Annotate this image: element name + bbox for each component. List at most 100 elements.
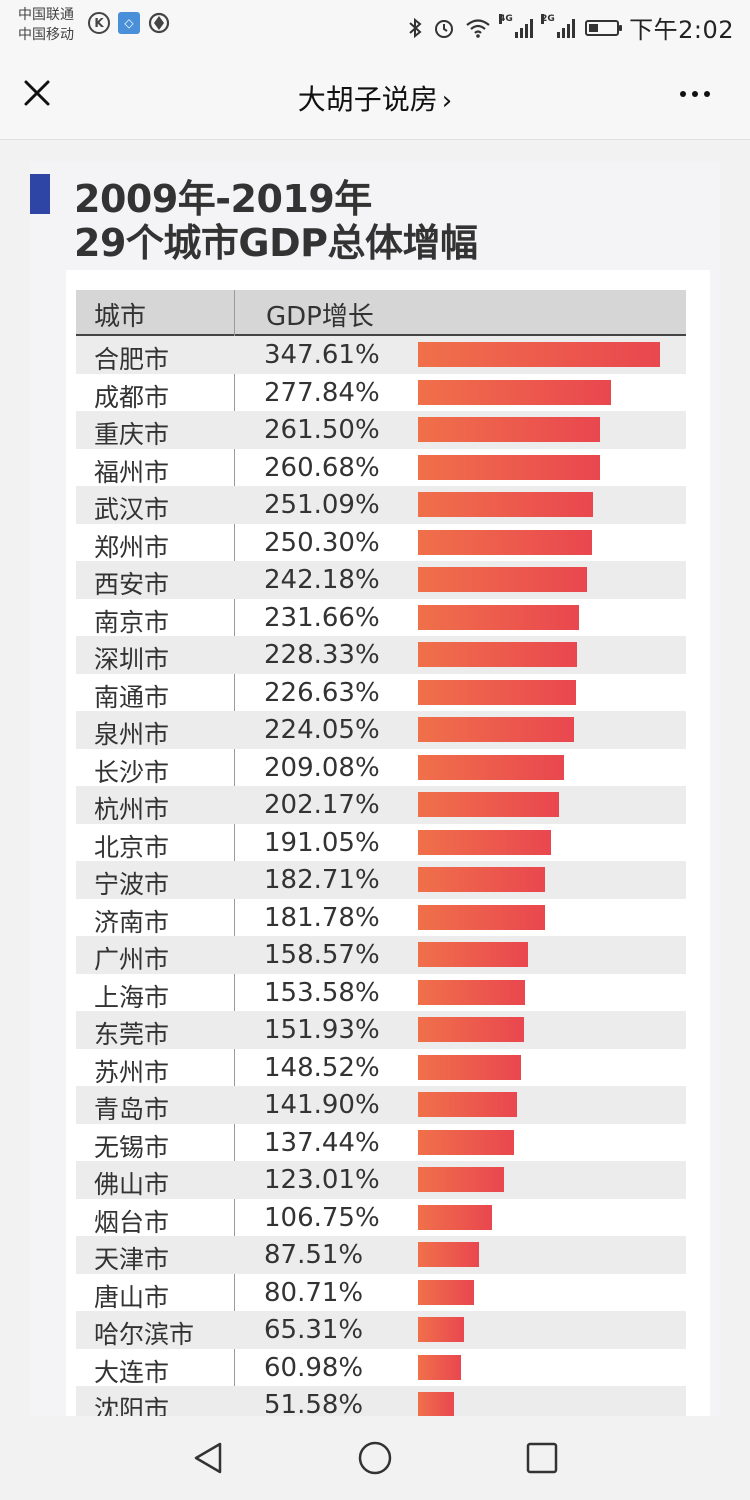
gdp-table: 城市 GDP增长 合肥市 347.61% 成都市 277.84% 重庆市 261.50% 福… [66,270,710,1416]
city-cell: 泉州市 [94,720,170,749]
gdp-bar [418,529,593,555]
gdp-bar [418,904,545,930]
more-icon [680,91,686,97]
gdp-bar [418,454,600,480]
city-cell: 无锡市 [94,1132,170,1162]
close-button[interactable] [18,74,58,114]
gdp-bar [418,1242,479,1267]
gdp-growth-cell: 209.08% [264,752,380,783]
gdp-bar [418,829,551,855]
clock: 下午2:02 [629,16,734,44]
city-cell: 杭州市 [94,795,170,824]
table-row: 东莞市 151.93% [76,1011,686,1049]
gdp-growth-cell: 260.68% [264,452,380,483]
gdp-growth-cell: 261.50% [264,415,380,445]
more-button[interactable] [680,82,720,106]
gdp-growth-cell: 231.66% [264,602,380,633]
gdp-growth-cell: 250.30% [264,527,380,558]
gdp-bar [418,1092,517,1117]
close-icon [24,80,50,106]
gdp-growth-cell: 80.71% [264,1277,364,1308]
gdp-growth-cell: 123.01% [264,1165,380,1195]
title-accent-bar [30,174,50,214]
gdp-bar [418,379,612,405]
city-cell: 重庆市 [94,420,170,449]
back-button[interactable] [188,1438,228,1478]
gdp-growth-cell: 202.17% [264,790,380,820]
net-2g-label: 2G [541,13,555,24]
table-row: 济南市 181.78% [76,899,686,937]
gdp-bar [418,1017,524,1042]
gdp-bar [418,567,587,592]
table-row: 宁波市 182.71% [76,861,686,899]
gdp-bar [418,492,593,517]
gdp-growth-cell: 158.57% [264,940,380,970]
square-app-icon: ◇ [118,12,140,34]
carrier-2: 中国移动 [18,27,74,43]
table-row: 武汉市 251.09% [76,486,686,524]
table-row: 佛山市 123.01% [76,1161,686,1199]
home-icon [358,1441,392,1475]
city-cell: 沈阳市 [94,1395,170,1416]
table-row: 北京市 191.05% [76,824,686,862]
gdp-growth-cell: 51.58% [264,1390,364,1416]
city-cell: 青岛市 [94,1095,170,1124]
battery-level [589,23,599,32]
k-app-icon: K [88,12,110,34]
gdp-growth-cell: 141.90% [264,1090,380,1120]
home-button[interactable] [355,1438,395,1478]
table-row: 合肥市 347.61% [76,336,686,374]
article-image: 2009年-2019年 29个城市GDP总体增幅 城市 GDP增长 合肥市 347… [30,162,720,1416]
gdp-growth-cell: 228.33% [264,640,380,670]
gdp-growth-cell: 65.31% [264,1315,364,1345]
table-row: 天津市 87.51% [76,1236,686,1274]
gdp-bar [418,1129,514,1155]
gdp-bar [418,1204,493,1230]
status-right: 4G 2G 下午2:02 [407,10,734,45]
city-cell: 佛山市 [94,1170,170,1199]
gdp-bar [418,1317,464,1342]
gdp-growth-cell: 60.98% [264,1352,364,1383]
city-cell: 成都市 [94,382,170,412]
account-title-link[interactable]: 大胡子说房 › [0,78,750,118]
gdp-bar [418,717,574,742]
top-nav-bar: 大胡子说房 › [0,52,750,140]
more-icon-dot [704,91,710,97]
city-cell: 济南市 [94,907,170,937]
gdp-bar [418,1392,454,1416]
chart-title-line-1: 2009年-2019年 [74,177,372,221]
gdp-growth-cell: 106.75% [264,1202,380,1233]
status-app-icons: K ◇ [88,12,170,34]
gdp-growth-cell: 226.63% [264,677,380,708]
table-row: 无锡市 137.44% [76,1124,686,1162]
gdp-bar [418,1354,461,1380]
gdp-growth-cell: 181.78% [264,902,380,933]
table-row: 南京市 231.66% [76,599,686,637]
city-cell: 深圳市 [94,645,170,674]
gdp-growth-cell: 347.61% [264,340,380,370]
more-icon-dot [692,91,698,97]
gdp-bar [418,342,660,367]
table-row: 杭州市 202.17% [76,786,686,824]
gdp-growth-cell: 191.05% [264,827,380,858]
table-row: 重庆市 261.50% [76,411,686,449]
table-body: 合肥市 347.61% 成都市 277.84% 重庆市 261.50% 福州市 260.68%… [76,336,686,1416]
wifi-icon [466,18,490,38]
city-cell: 上海市 [94,982,170,1012]
gdp-growth-cell: 153.58% [264,977,380,1008]
recent-apps-button[interactable] [522,1438,562,1478]
city-cell: 南京市 [94,607,170,637]
status-bar: 中国联通 中国移动 K ◇ 4G 2G [0,0,750,52]
city-cell: 广州市 [94,945,170,974]
net-4g-label: 4G [499,13,513,24]
table-row: 深圳市 228.33% [76,636,686,674]
gdp-bar [418,792,559,817]
gdp-growth-cell: 151.93% [264,1015,380,1045]
gdp-bar [418,679,576,705]
city-cell: 烟台市 [94,1207,170,1237]
table-row: 长沙市 209.08% [76,749,686,787]
city-cell: 合肥市 [94,345,170,374]
gdp-growth-cell: 137.44% [264,1127,380,1158]
gdp-bar [418,1054,522,1080]
table-row: 上海市 153.58% [76,974,686,1012]
